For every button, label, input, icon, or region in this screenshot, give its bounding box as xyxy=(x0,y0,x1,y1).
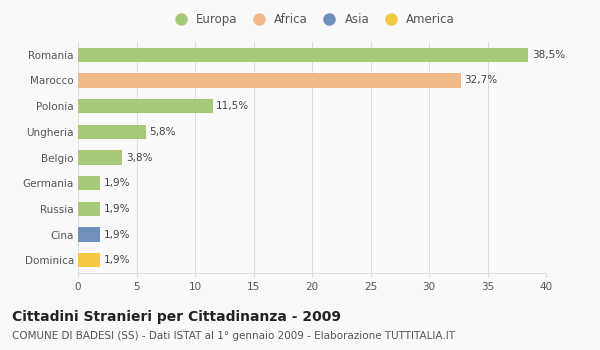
Bar xyxy=(78,99,212,113)
Bar xyxy=(78,74,461,88)
Bar xyxy=(78,125,146,139)
Bar xyxy=(78,48,529,62)
Text: Cittadini Stranieri per Cittadinanza - 2009: Cittadini Stranieri per Cittadinanza - 2… xyxy=(12,310,341,324)
Bar xyxy=(78,202,100,216)
Text: 11,5%: 11,5% xyxy=(216,101,249,111)
Bar xyxy=(78,150,122,164)
Bar xyxy=(78,176,100,190)
Legend: Europa, Africa, Asia, America: Europa, Africa, Asia, America xyxy=(167,11,457,29)
Bar xyxy=(78,253,100,267)
Text: 3,8%: 3,8% xyxy=(126,153,152,162)
Text: COMUNE DI BADESI (SS) - Dati ISTAT al 1° gennaio 2009 - Elaborazione TUTTITALIA.: COMUNE DI BADESI (SS) - Dati ISTAT al 1°… xyxy=(12,331,455,341)
Text: 32,7%: 32,7% xyxy=(464,76,497,85)
Bar xyxy=(78,228,100,241)
Text: 5,8%: 5,8% xyxy=(149,127,176,137)
Text: 1,9%: 1,9% xyxy=(104,230,130,239)
Text: 38,5%: 38,5% xyxy=(532,50,565,60)
Text: 1,9%: 1,9% xyxy=(104,255,130,265)
Text: 1,9%: 1,9% xyxy=(104,178,130,188)
Text: 1,9%: 1,9% xyxy=(104,204,130,214)
